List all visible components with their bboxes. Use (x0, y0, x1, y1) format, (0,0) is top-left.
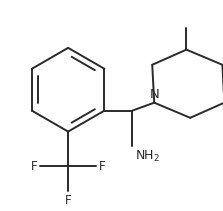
Text: F: F (65, 194, 71, 207)
Text: N: N (149, 88, 159, 101)
Text: F: F (99, 160, 106, 173)
Text: NH$_2$: NH$_2$ (135, 149, 160, 164)
Text: F: F (31, 160, 37, 173)
